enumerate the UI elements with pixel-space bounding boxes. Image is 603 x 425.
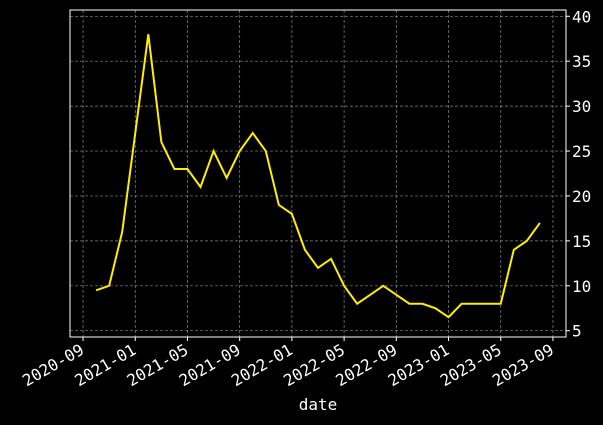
y-tick-label: 25 [572,142,591,161]
y-tick-label: 30 [572,97,591,116]
y-tick-label: 35 [572,52,591,71]
plot-frame [69,9,567,338]
y-tick-label: 40 [572,7,591,26]
x-axis-label: date [299,395,338,414]
y-tick-label: 20 [572,187,591,206]
y-tick-label: 15 [572,232,591,251]
y-tick-label: 5 [572,322,582,341]
data-line [95,34,541,319]
y-tick-label: 10 [572,277,591,296]
